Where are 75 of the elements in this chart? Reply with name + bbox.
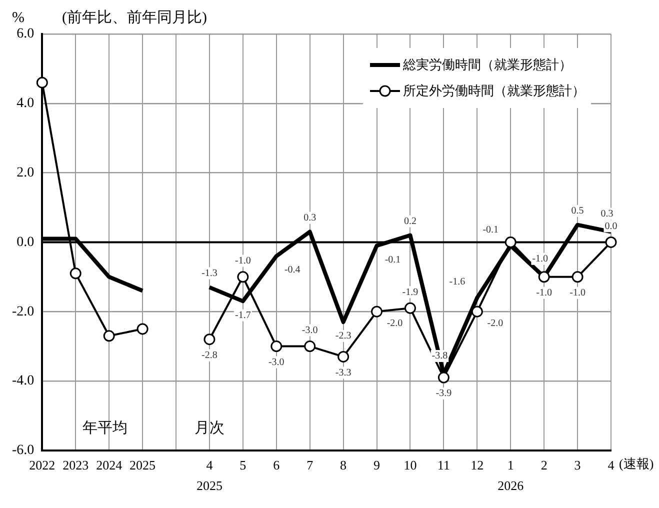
x-tick-label: 2025 <box>130 458 156 473</box>
point <box>270 340 282 352</box>
data-label: -2.3 <box>335 330 352 342</box>
point <box>572 271 584 283</box>
x-tick-label: 8 <box>340 458 347 473</box>
y-tick-label: -4.0 <box>12 374 34 389</box>
y-tick-label: 2.0 <box>16 165 34 180</box>
data-label: 0.3 <box>600 208 614 220</box>
data-label: -1.9 <box>402 286 418 298</box>
y-tick-label: 4.0 <box>16 96 34 112</box>
x-tick-label: 4 <box>206 458 214 473</box>
x-tick-label: 4 <box>608 458 615 473</box>
y-tick-label: -6.0 <box>12 443 34 458</box>
data-label: -3.3 <box>335 367 352 378</box>
x-tick-label: 10 <box>404 458 417 473</box>
point <box>237 271 249 283</box>
text: 2025 <box>196 478 222 493</box>
point <box>404 302 416 314</box>
data-label: -3.8 <box>432 350 448 362</box>
point <box>504 236 516 248</box>
data-label: -3.0 <box>302 324 318 336</box>
data-label: 0.0 <box>604 220 618 232</box>
annotation: 年平均 <box>82 419 128 436</box>
data-label: -1.0 <box>235 256 251 267</box>
text: (速報) <box>619 456 654 471</box>
data-label: -2.0 <box>487 318 504 330</box>
data-label: -1.0 <box>532 254 548 265</box>
chart-subtitle: (前年比、前年同月比) <box>62 8 207 26</box>
x-tick-label: 11 <box>437 458 450 473</box>
data-label: -3.0 <box>268 356 284 368</box>
data-label: -0.1 <box>384 254 401 266</box>
x-tick-label: 1 <box>507 458 514 473</box>
point <box>204 334 216 346</box>
point <box>36 76 48 88</box>
point <box>371 306 383 318</box>
data-label: -3.9 <box>436 388 452 400</box>
point <box>70 268 82 280</box>
x-tick-label: 2024 <box>96 458 123 473</box>
x-tick-label: 3 <box>574 458 581 473</box>
x-tick-label: 12 <box>470 458 484 473</box>
point <box>471 306 483 318</box>
legend-label: 所定外労働時間（就業形態計） <box>403 82 585 100</box>
data-label: 0.2 <box>404 216 416 227</box>
y-tick-label: 0.0 <box>16 234 34 250</box>
point <box>605 236 617 248</box>
x-tick-label: 2 <box>540 458 548 473</box>
x-tick-label: 2022 <box>29 458 56 473</box>
point <box>438 372 450 384</box>
text: 2026 <box>498 478 524 493</box>
annotation: 月次 <box>194 420 224 436</box>
data-label: -1.6 <box>449 276 466 288</box>
point <box>304 340 316 352</box>
data-label: -2.0 <box>386 318 403 330</box>
data-label: 0.5 <box>571 205 584 216</box>
y-tick-label: 6.0 <box>16 26 34 42</box>
point <box>136 323 148 335</box>
data-label: -2.8 <box>202 350 218 361</box>
point <box>338 350 350 362</box>
x-tick-label: 6 <box>273 458 280 473</box>
data-label: 0.3 <box>304 212 316 224</box>
point <box>103 330 115 342</box>
legend-label: 総実労働時間（就業形態計） <box>403 56 572 74</box>
data-label: -0.4 <box>284 264 300 276</box>
x-tick-label: 9 <box>374 458 380 473</box>
x-tick-label: 5 <box>240 458 246 473</box>
y-tick-label: -2.0 <box>12 304 34 320</box>
data-label: -1.3 <box>202 268 218 279</box>
data-label: -1.0 <box>536 288 552 299</box>
data-label: -0.1 <box>482 224 499 236</box>
y-axis-title: % <box>12 10 24 26</box>
x-tick-label: 2023 <box>62 458 89 473</box>
data-label: -1.7 <box>235 310 251 321</box>
x-tick-label: 7 <box>306 458 314 473</box>
point <box>538 271 550 283</box>
data-label: -1.0 <box>570 288 586 299</box>
